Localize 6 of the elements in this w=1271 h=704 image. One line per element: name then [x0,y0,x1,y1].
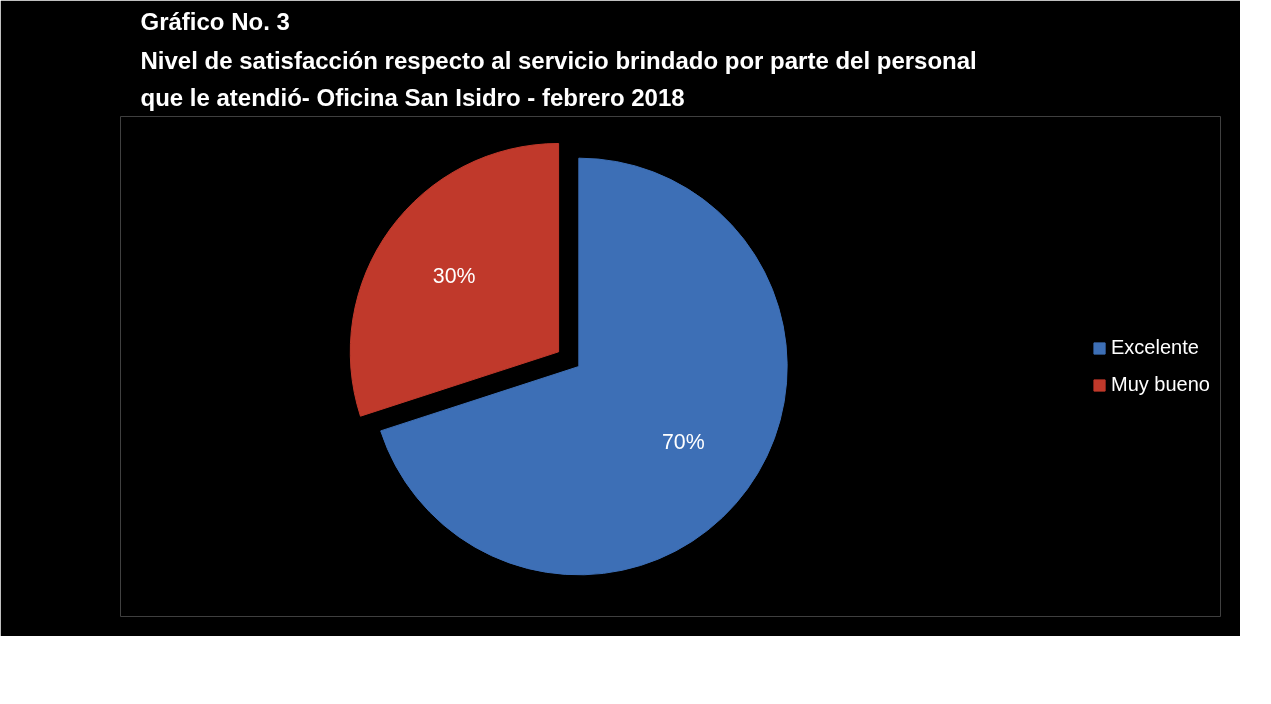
chart-subtitle: Nivel de satisfacción respecto al servicio brindado por parte del personal que le atendió- Oficina San Isidro - febrero 2018 [140,46,977,112]
chart-title: Gráfico No. 3 [140,7,290,35]
data-label: 30% [432,263,476,288]
legend-label: Excelente [1111,336,1199,359]
data-label: 70% [661,430,705,455]
legend-label: Muy bueno [1111,373,1210,396]
